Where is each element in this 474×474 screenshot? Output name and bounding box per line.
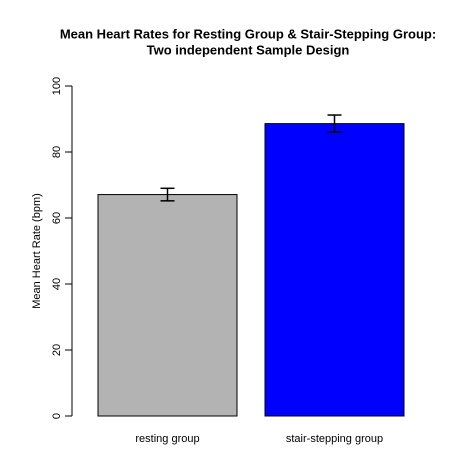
y-axis-label: Mean Heart Rate (bpm): [31, 193, 43, 309]
y-tick-label: 20: [51, 344, 63, 356]
bar: [264, 123, 405, 417]
error-bar: [160, 187, 175, 202]
chart-title: Two independent Sample Design: [147, 42, 350, 57]
y-tick-label: 0: [51, 413, 63, 419]
bar: [97, 194, 238, 417]
y-tick-label: 40: [51, 278, 63, 290]
chart-title: Mean Heart Rates for Resting Group & Sta…: [60, 26, 436, 41]
y-tick-label: 60: [51, 212, 63, 224]
y-tick-label: 80: [51, 146, 63, 158]
error-bar: [327, 114, 342, 133]
x-tick-label: stair-stepping group: [286, 433, 383, 445]
y-tick-label: 100: [51, 77, 63, 95]
x-tick-label: resting group: [135, 433, 199, 445]
